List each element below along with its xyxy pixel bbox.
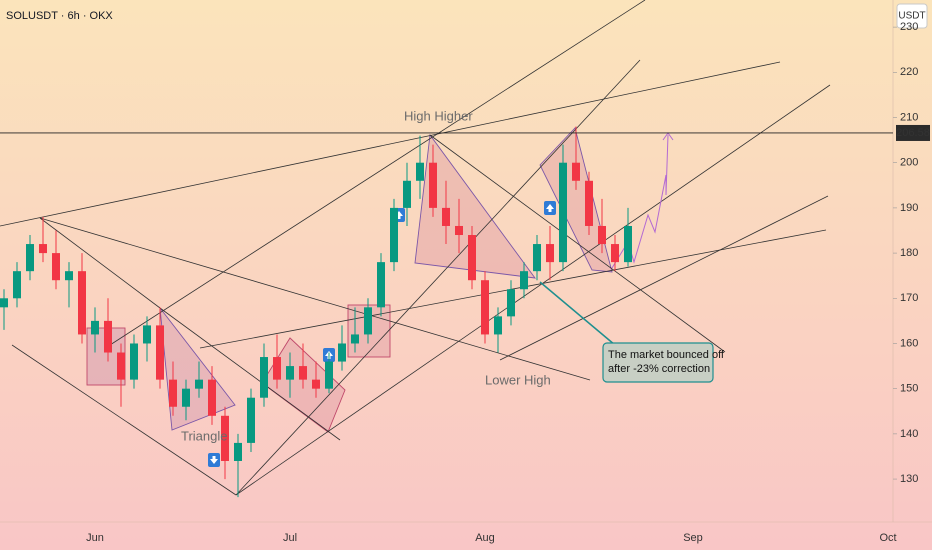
y-tick-label: 170 [900,292,918,304]
candle-body [377,262,385,308]
callout-text: after -23% correction [608,363,710,375]
candle-body [598,225,606,245]
candle-body [156,325,164,380]
y-tick-label: 230 [900,21,918,33]
x-tick-label: Sep [683,532,703,544]
candle-body [91,320,99,335]
candle-body [520,271,528,290]
candle-body [234,442,242,461]
trend-line [159,307,341,441]
candle-body [416,162,424,181]
candle-body [312,379,320,389]
chart-title: SOLUSDT · 6h · OKX [6,10,113,22]
candle-body [78,271,86,335]
x-tick-label: Oct [879,532,896,544]
candle-body [325,361,333,389]
up-arrow [395,211,403,219]
candle-body [351,334,359,344]
candle-body [286,366,294,380]
candle-body [585,180,593,226]
x-tick-label: Jul [283,532,297,544]
candle-body [169,379,177,407]
candle-body [455,225,463,236]
candle-body [208,379,216,416]
candle-body [221,415,229,461]
y-tick-label: 130 [900,473,918,485]
annotation: Triangle [181,428,227,443]
candle-body [364,307,372,335]
candle-body [247,397,255,443]
candle-body [130,343,138,380]
callout-pointer [539,281,616,346]
plot [0,26,897,498]
candle-body [533,244,541,272]
candle-body [117,352,125,380]
annotation: High Higher [404,108,473,123]
unit-label: USDT [898,11,925,22]
trend-line [0,61,781,227]
trend-line [199,229,827,349]
callout-text: The market bounced off [608,349,725,361]
x-tick-label: Jun [86,532,104,544]
candle-body [104,320,112,353]
candle-body [143,325,151,344]
candle-body [0,298,8,308]
trend-line [39,217,591,381]
candle-body [65,271,73,281]
candle-body [182,388,190,407]
trend-line [39,217,161,309]
y-tick-label: 190 [900,202,918,214]
up-arrow [546,204,554,212]
last-price-tag-bg [896,124,930,141]
last-price-tag: 206.58 [896,127,930,139]
trend-line [429,134,726,353]
candle-body [429,162,437,208]
candle-body [624,225,632,263]
candle-body [260,357,268,398]
candle-body [26,244,34,272]
trend-line [235,59,641,496]
trend-line [109,0,646,346]
candle-body [611,244,619,263]
candle-body [403,180,411,208]
y-tick-label: 160 [900,337,918,349]
trend-line [11,344,237,496]
down-arrow [210,456,218,464]
candle-body [572,162,580,181]
callout-box [602,342,714,383]
unit-box [896,3,928,29]
candle-body [52,253,60,281]
candle-body [468,235,476,281]
trend-line [235,84,831,496]
y-tick-label: 140 [900,428,918,440]
candle-body [507,289,515,317]
candle-body [494,316,502,335]
y-tick-label: 220 [900,66,918,78]
candle-body [39,244,47,254]
candle-body [195,379,203,389]
candle-body [546,244,554,263]
y-tick-label: 200 [900,157,918,169]
candle-body [273,357,281,380]
y-tick-label: 210 [900,111,918,123]
pattern-flag [539,127,613,273]
candle-body [299,366,307,380]
candle-body [442,207,450,226]
candle-body [13,271,21,299]
x-tick-label: Aug [475,532,495,544]
pattern-triangle [159,306,236,431]
candle-body [338,343,346,362]
candle-body [390,207,398,263]
y-tick-label: 180 [900,247,918,259]
y-tick-label: 150 [900,383,918,395]
candle-body [481,280,489,335]
annotation: Lower High [485,372,551,387]
candle-body [559,162,567,263]
trend-line [499,195,829,361]
